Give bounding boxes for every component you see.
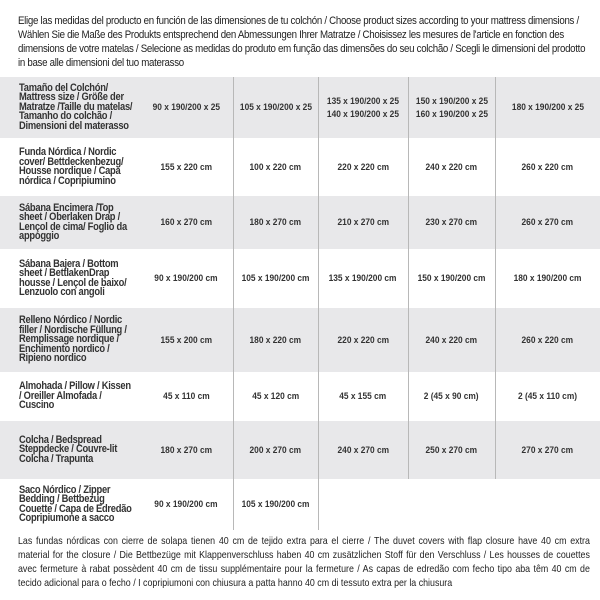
size-table: Tamaño del Colchón/ Mattress size / Größ… <box>0 77 600 530</box>
size-cell: 180 x 270 cm <box>232 196 318 249</box>
size-cell: 240 x 220 cm <box>407 308 495 372</box>
header-row: Tamaño del Colchón/ Mattress size / Größ… <box>0 77 600 138</box>
size-cell: 90 x 190/200 cm <box>140 249 233 308</box>
intro-text: Elige las medidas del producto en funció… <box>18 15 586 69</box>
size-cell: 150 x 190/200 cm <box>407 249 495 308</box>
table-row: Sábana Encimera /Top sheet / Oberlaken D… <box>0 196 600 249</box>
size-cell: 100 x 220 cm <box>232 138 318 196</box>
size-cell: 220 x 220 cm <box>317 138 408 196</box>
table-row: Colcha / Bedspread Steppdecke / Couvre-l… <box>0 421 600 479</box>
header-col: 135 x 190/200 x 25 140 x 190/200 x 25 <box>317 77 408 138</box>
row-label: Colcha / Bedspread Steppdecke / Couvre-l… <box>0 421 140 479</box>
table-row: Relleno Nórdico / Nordic filler / Nordis… <box>0 308 600 372</box>
size-cell <box>495 479 600 530</box>
size-cell: 210 x 270 cm <box>317 196 408 249</box>
size-cell <box>317 479 408 530</box>
size-cell: 220 x 220 cm <box>317 308 408 372</box>
row-label: Relleno Nórdico / Nordic filler / Nordis… <box>0 308 140 372</box>
size-cell: 270 x 270 cm <box>494 421 600 479</box>
size-cell: 260 x 220 cm <box>494 308 600 372</box>
size-cell: 180 x 190/200 cm <box>494 249 600 308</box>
header-col: 150 x 190/200 x 25 160 x 190/200 x 25 <box>407 77 495 138</box>
size-cell: 90 x 190/200 cm <box>140 479 233 530</box>
header-col: 105 x 190/200 x 25 <box>232 77 318 138</box>
size-cell: 155 x 220 cm <box>140 138 233 196</box>
table-row: Sábana Bajera / Bottom sheet / Bettlaken… <box>0 249 600 308</box>
size-cell: 200 x 270 cm <box>232 421 318 479</box>
row-label: Sábana Encimera /Top sheet / Oberlaken D… <box>0 196 140 249</box>
size-cell: 240 x 270 cm <box>317 421 408 479</box>
row-label: Saco Nórdico / Zipper Bedding / Bettbezu… <box>0 479 140 530</box>
footnote: Las fundas nórdicas con cierre de solapa… <box>18 536 590 589</box>
size-cell: 260 x 220 cm <box>494 138 600 196</box>
size-cell: 105 x 190/200 cm <box>232 249 318 308</box>
size-cell: 45 x 110 cm <box>140 372 233 421</box>
size-cell: 240 x 220 cm <box>407 138 495 196</box>
table-row: Saco Nórdico / Zipper Bedding / Bettbezu… <box>0 479 600 530</box>
size-cell: 180 x 220 cm <box>232 308 318 372</box>
size-cell: 260 x 270 cm <box>494 196 600 249</box>
size-cell: 180 x 270 cm <box>140 421 233 479</box>
row-label: Almohada / Pillow / Kissen / Oreiller Al… <box>0 372 140 421</box>
size-cell: 45 x 155 cm <box>317 372 408 421</box>
table-row: Almohada / Pillow / Kissen / Oreiller Al… <box>0 372 600 421</box>
size-cell: 45 x 120 cm <box>232 372 318 421</box>
size-cell <box>408 479 495 530</box>
size-cell: 2 (45 x 110 cm) <box>494 372 600 421</box>
size-cell: 135 x 190/200 cm <box>317 249 408 308</box>
header-col: 90 x 190/200 x 25 <box>140 77 233 138</box>
size-cell: 2 (45 x 90 cm) <box>407 372 495 421</box>
row-label: Funda Nórdica / Nordic cover/ Bettdecken… <box>0 138 140 196</box>
row-label: Sábana Bajera / Bottom sheet / Bettlaken… <box>0 249 140 308</box>
size-cell: 160 x 270 cm <box>140 196 233 249</box>
size-cell: 105 x 190/200 cm <box>232 479 318 530</box>
size-cell: 155 x 200 cm <box>140 308 233 372</box>
size-cell: 230 x 270 cm <box>407 196 495 249</box>
header-label: Tamaño del Colchón/ Mattress size / Größ… <box>0 77 140 138</box>
size-cell: 250 x 270 cm <box>407 421 495 479</box>
table-row: Funda Nórdica / Nordic cover/ Bettdecken… <box>0 138 600 196</box>
header-col: 180 x 190/200 x 25 <box>494 77 600 138</box>
